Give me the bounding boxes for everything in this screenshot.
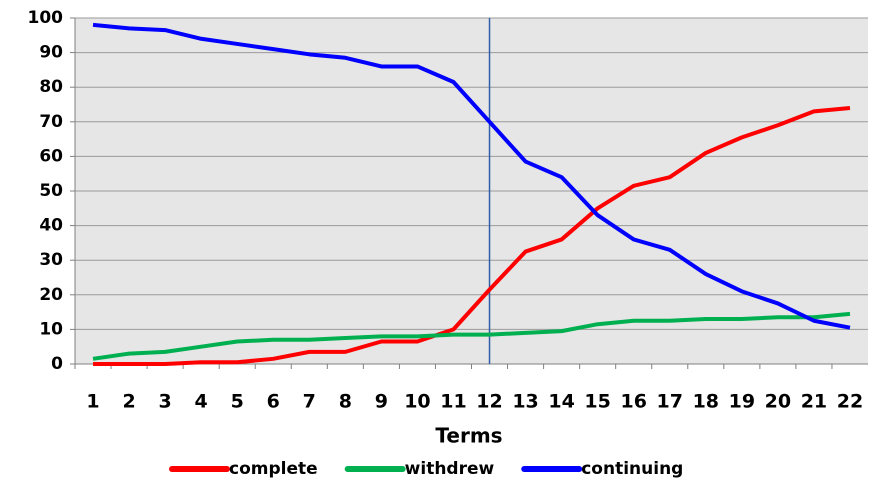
x-axis-title: Terms <box>435 424 502 448</box>
x-tick-label: 2 <box>122 391 135 413</box>
y-tick-label: 90 <box>39 43 63 63</box>
x-tick-label: 1 <box>86 391 99 413</box>
x-tick-label: 8 <box>339 391 352 413</box>
x-tick-label: 15 <box>584 391 610 413</box>
legend-label: withdrew <box>405 459 495 479</box>
x-tick-label: 4 <box>195 391 208 413</box>
x-tick-label: 10 <box>404 391 430 413</box>
y-tick-label: 50 <box>39 181 63 201</box>
x-tick-label: 11 <box>440 391 466 413</box>
x-tick-label: 17 <box>657 391 683 413</box>
series-line <box>93 105 851 366</box>
x-tick-label: 3 <box>158 391 171 413</box>
y-tick-label: 100 <box>28 8 64 28</box>
x-tick-label: 14 <box>548 391 574 413</box>
legend-label: continuing <box>581 459 683 479</box>
series-line <box>92 311 851 361</box>
x-tick-label: 5 <box>231 391 244 413</box>
x-tick-label: 16 <box>620 391 646 413</box>
x-tick-label: 22 <box>837 391 863 413</box>
y-tick-label: 10 <box>39 319 63 339</box>
y-tick-label: 70 <box>39 112 63 132</box>
y-tick-label: 40 <box>39 216 63 236</box>
x-tick-label: 13 <box>512 391 538 413</box>
x-tick-label: 6 <box>267 391 280 413</box>
x-tick-label: 21 <box>801 391 827 413</box>
legend-label: complete <box>229 459 318 479</box>
x-tick-label: 7 <box>303 391 316 413</box>
y-tick-label: 20 <box>39 285 63 305</box>
x-tick-label: 9 <box>375 391 388 413</box>
y-tick-label: 60 <box>39 146 63 166</box>
x-tick-label: 19 <box>729 391 755 413</box>
x-tick-label: 12 <box>476 391 502 413</box>
x-tick-label: 18 <box>693 391 719 413</box>
x-tick-label: 20 <box>765 391 791 413</box>
y-tick-label: 80 <box>39 77 63 97</box>
series-line <box>92 22 851 330</box>
y-tick-label: 30 <box>39 250 63 270</box>
y-tick-label: 0 <box>51 354 63 374</box>
